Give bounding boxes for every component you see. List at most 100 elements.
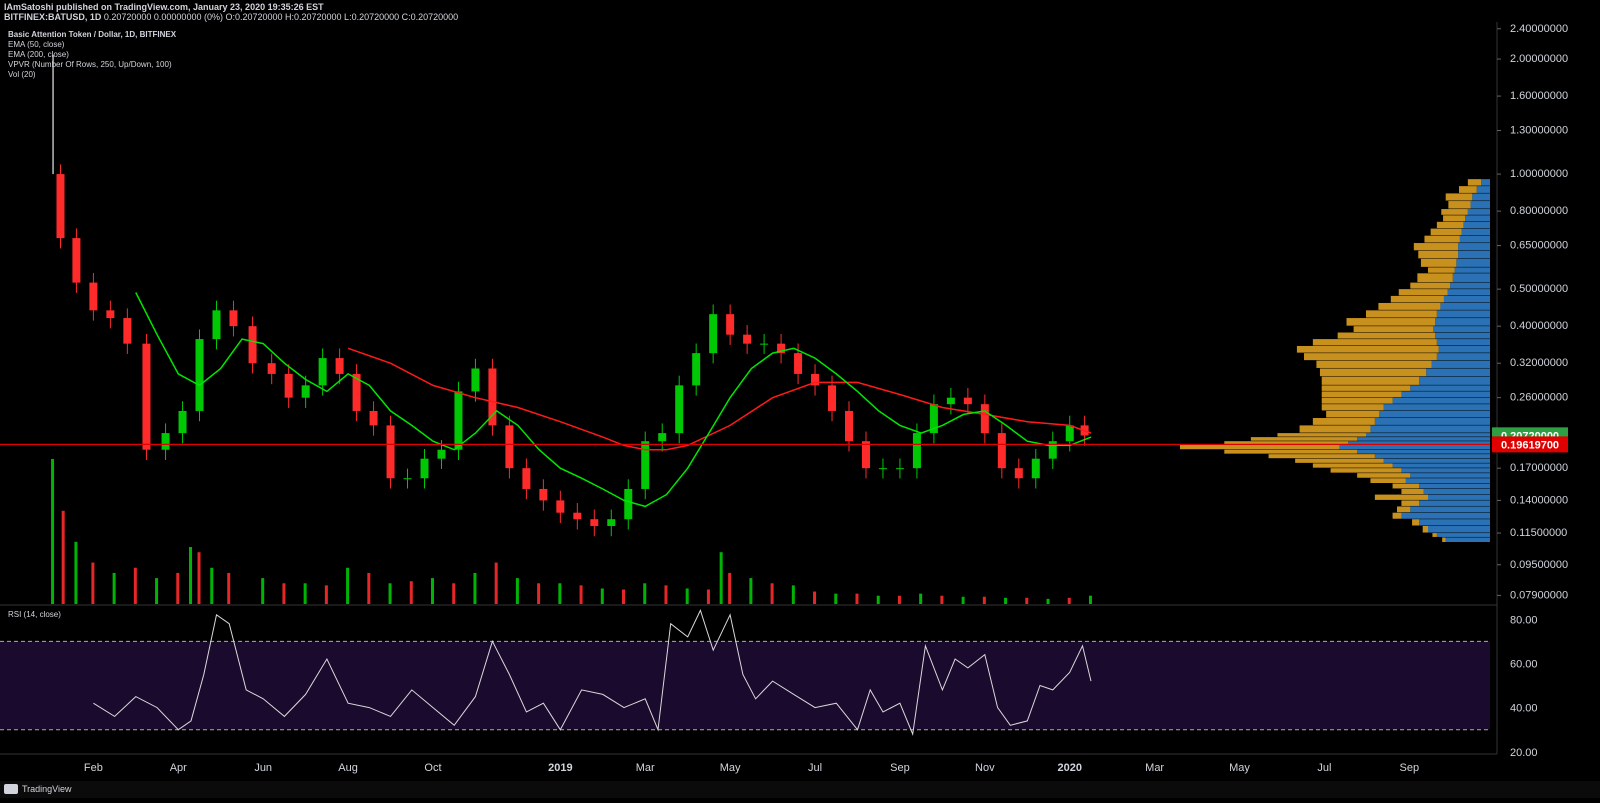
chart-title[interactable]: Basic Attention Token / Dollar, 1D, BITF…: [8, 30, 177, 39]
candle-body: [743, 334, 752, 344]
vpvr-up-row: [1339, 444, 1490, 450]
volume-bar: [227, 572, 231, 604]
vpvr-down-row: [1390, 295, 1444, 303]
tradingview-logo[interactable]: TradingView: [4, 784, 72, 794]
candle-body: [123, 318, 132, 344]
volume-bar: [155, 578, 159, 604]
candle-body: [437, 449, 446, 459]
vpvr-down-row: [1319, 368, 1427, 377]
volume-bar: [197, 552, 201, 604]
vpvr-down-row: [1410, 282, 1451, 289]
tradingview-brand: TradingView: [22, 784, 72, 794]
price-tick-label: 0.26000000: [1510, 392, 1568, 404]
vpvr-up-row: [1383, 458, 1490, 463]
candle-body: [878, 468, 887, 470]
vpvr-down-row: [1412, 519, 1420, 526]
volume-bar: [940, 595, 944, 604]
candle-body: [1048, 441, 1057, 459]
vpvr-down-row: [1321, 385, 1411, 391]
volume-bar: [919, 593, 923, 604]
rsi-tick-label: 80.00: [1510, 614, 1538, 626]
time-tick-label: Jul: [1317, 762, 1331, 774]
vpvr-up-row: [1465, 215, 1490, 222]
vpvr-down-row: [1378, 302, 1441, 310]
time-tick-label: Jul: [808, 762, 822, 774]
legend-volume[interactable]: Vol (20): [8, 70, 36, 79]
legend-rsi[interactable]: RSI (14, close): [8, 610, 61, 619]
legend-vpvr[interactable]: VPVR (Number Of Rows, 250, Up/Down, 100): [8, 60, 172, 69]
time-tick-label: 2019: [548, 762, 572, 774]
volume-bar: [176, 572, 180, 604]
vpvr-up-row: [1467, 209, 1490, 215]
volume-bar: [685, 588, 689, 604]
vpvr-up-row: [1433, 326, 1490, 333]
vpvr-down-row: [1296, 345, 1439, 353]
candle-body: [1014, 468, 1023, 479]
candle-body: [929, 404, 938, 434]
candle-body: [212, 310, 221, 340]
rsi-tick-label: 60.00: [1510, 658, 1538, 670]
vpvr-up-row: [1428, 494, 1490, 500]
vpvr-up-row: [1458, 250, 1490, 259]
price-tick-label: 0.09500000: [1510, 559, 1568, 571]
volume-bar: [579, 585, 583, 604]
vpvr-up-row: [1436, 310, 1490, 318]
vpvr-down-row: [1312, 339, 1437, 346]
candle-body: [726, 314, 735, 335]
vpvr-down-row: [1430, 228, 1462, 236]
price-tick-label: 0.50000000: [1510, 283, 1568, 295]
price-tick-label: 1.00000000: [1510, 168, 1568, 180]
candle-body: [861, 441, 870, 469]
vpvr-down-row: [1295, 458, 1384, 463]
vpvr-down-row: [1346, 318, 1436, 326]
vpvr-down-row: [1321, 391, 1402, 398]
vpvr-down-row: [1180, 444, 1340, 450]
vpvr-down-row: [1366, 310, 1437, 318]
vpvr-down-row: [1418, 250, 1459, 259]
volume-bar: [494, 562, 498, 604]
vpvr-down-row: [1422, 525, 1428, 533]
legend-ema50[interactable]: EMA (50, close): [8, 40, 65, 49]
candle-body: [301, 385, 310, 398]
vpvr-up-row: [1366, 433, 1490, 437]
candle-body: [811, 373, 820, 386]
vpvr-down-row: [1441, 209, 1468, 215]
vpvr-down-row: [1445, 193, 1473, 201]
price-tick-label: 2.00000000: [1510, 53, 1568, 65]
volume-bar: [346, 567, 350, 604]
candle-body: [912, 433, 921, 469]
legend-ema200[interactable]: EMA (200, close): [8, 50, 69, 59]
vpvr-up-row: [1458, 243, 1490, 251]
candle-body: [248, 326, 257, 364]
vpvr-up-row: [1450, 282, 1490, 289]
volume-bar: [982, 596, 986, 604]
vpvr-profile: [1180, 179, 1490, 542]
price-tick-label: 1.30000000: [1510, 125, 1568, 137]
vpvr-up-row: [1452, 273, 1490, 283]
vpvr-up-row: [1447, 289, 1490, 296]
vpvr-up-row: [1435, 332, 1490, 339]
symbol-line: BITFINEX:BATUSD, 1D 0.20720000 0.0000000…: [4, 12, 458, 22]
vpvr-down-row: [1397, 506, 1411, 513]
volume-bar: [855, 593, 859, 604]
price-tick-label: 0.07900000: [1510, 589, 1568, 601]
time-tick-label: Sep: [890, 762, 910, 774]
symbol-label[interactable]: BITFINEX:BATUSD, 1D: [4, 12, 102, 22]
vpvr-up-row: [1443, 295, 1490, 303]
candle-body: [590, 519, 599, 526]
candle-body: [980, 404, 989, 434]
volume-bar: [706, 589, 710, 604]
volume-bar: [452, 583, 456, 604]
volume-bar: [61, 510, 65, 604]
vpvr-up-row: [1410, 385, 1490, 391]
vpvr-down-row: [1268, 454, 1375, 459]
vpvr-down-row: [1321, 404, 1384, 411]
vpvr-down-row: [1312, 418, 1375, 425]
rsi-band: [0, 641, 1490, 730]
candle-body: [828, 385, 837, 411]
price-tick-label: 0.32000000: [1510, 357, 1568, 369]
volume-bar: [74, 541, 78, 604]
time-tick-label: Mar: [1145, 762, 1164, 774]
